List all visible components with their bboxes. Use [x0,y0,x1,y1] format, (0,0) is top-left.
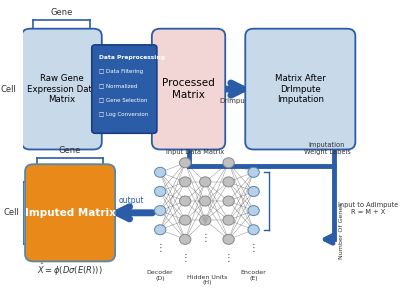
Circle shape [154,206,166,215]
Circle shape [180,215,191,225]
Circle shape [248,186,259,197]
Text: Imputed Matrix: Imputed Matrix [25,208,116,218]
FancyBboxPatch shape [245,29,355,149]
Circle shape [223,215,234,225]
Text: ⋮: ⋮ [224,252,234,263]
Text: Imputation
Weight Labels: Imputation Weight Labels [304,142,350,155]
Circle shape [180,234,191,244]
Text: Hidden Units
(H): Hidden Units (H) [187,275,227,285]
Text: Gene: Gene [50,8,73,17]
Circle shape [154,167,166,177]
FancyBboxPatch shape [22,29,102,149]
Circle shape [200,196,211,206]
Text: Gene: Gene [59,146,81,155]
Text: DrImpute: DrImpute [219,98,252,104]
Text: Input to Adimpute
R = M + X: Input to Adimpute R = M + X [338,202,398,215]
Text: ⋮: ⋮ [180,252,190,263]
Circle shape [248,167,259,177]
FancyBboxPatch shape [152,29,225,149]
Text: Matrix After
DrImpute
Imputation: Matrix After DrImpute Imputation [275,74,326,104]
Circle shape [248,225,259,235]
Text: output: output [118,197,144,205]
Circle shape [200,177,211,187]
Circle shape [180,177,191,187]
Text: Cell: Cell [0,85,16,94]
FancyBboxPatch shape [25,164,115,261]
Circle shape [223,234,234,244]
Circle shape [154,186,166,197]
Text: ⋮: ⋮ [249,243,258,253]
FancyBboxPatch shape [92,45,157,133]
Text: Number Of Genes: Number Of Genes [339,202,344,259]
Circle shape [200,215,211,225]
Text: □ Gene Selection: □ Gene Selection [99,98,148,103]
Text: □ Normalized: □ Normalized [99,83,138,89]
Circle shape [223,177,234,187]
Text: Raw Gene
Expression Data
Matrix: Raw Gene Expression Data Matrix [27,74,97,104]
Circle shape [223,158,234,168]
Text: Data Preprocessing: Data Preprocessing [99,55,165,60]
Circle shape [180,158,191,168]
Text: □ Log Conversion: □ Log Conversion [99,112,148,117]
Text: Encoder
(E): Encoder (E) [241,270,266,281]
Text: $\hat{X} = \phi\left(D\sigma(E(R))\right)$: $\hat{X} = \phi\left(D\sigma(E(R))\right… [37,261,103,278]
Text: Processed
Matrix: Processed Matrix [162,78,215,100]
Text: ⋮: ⋮ [155,243,165,253]
Circle shape [180,196,191,206]
Circle shape [223,196,234,206]
Text: Decoder
(D): Decoder (D) [147,270,174,281]
Circle shape [248,206,259,215]
Text: ⋮: ⋮ [200,234,210,243]
Text: Input Data Matrix: Input Data Matrix [166,149,224,155]
Text: □ Data Filtering: □ Data Filtering [99,69,143,74]
Circle shape [154,225,166,235]
Text: Cell: Cell [4,208,19,217]
